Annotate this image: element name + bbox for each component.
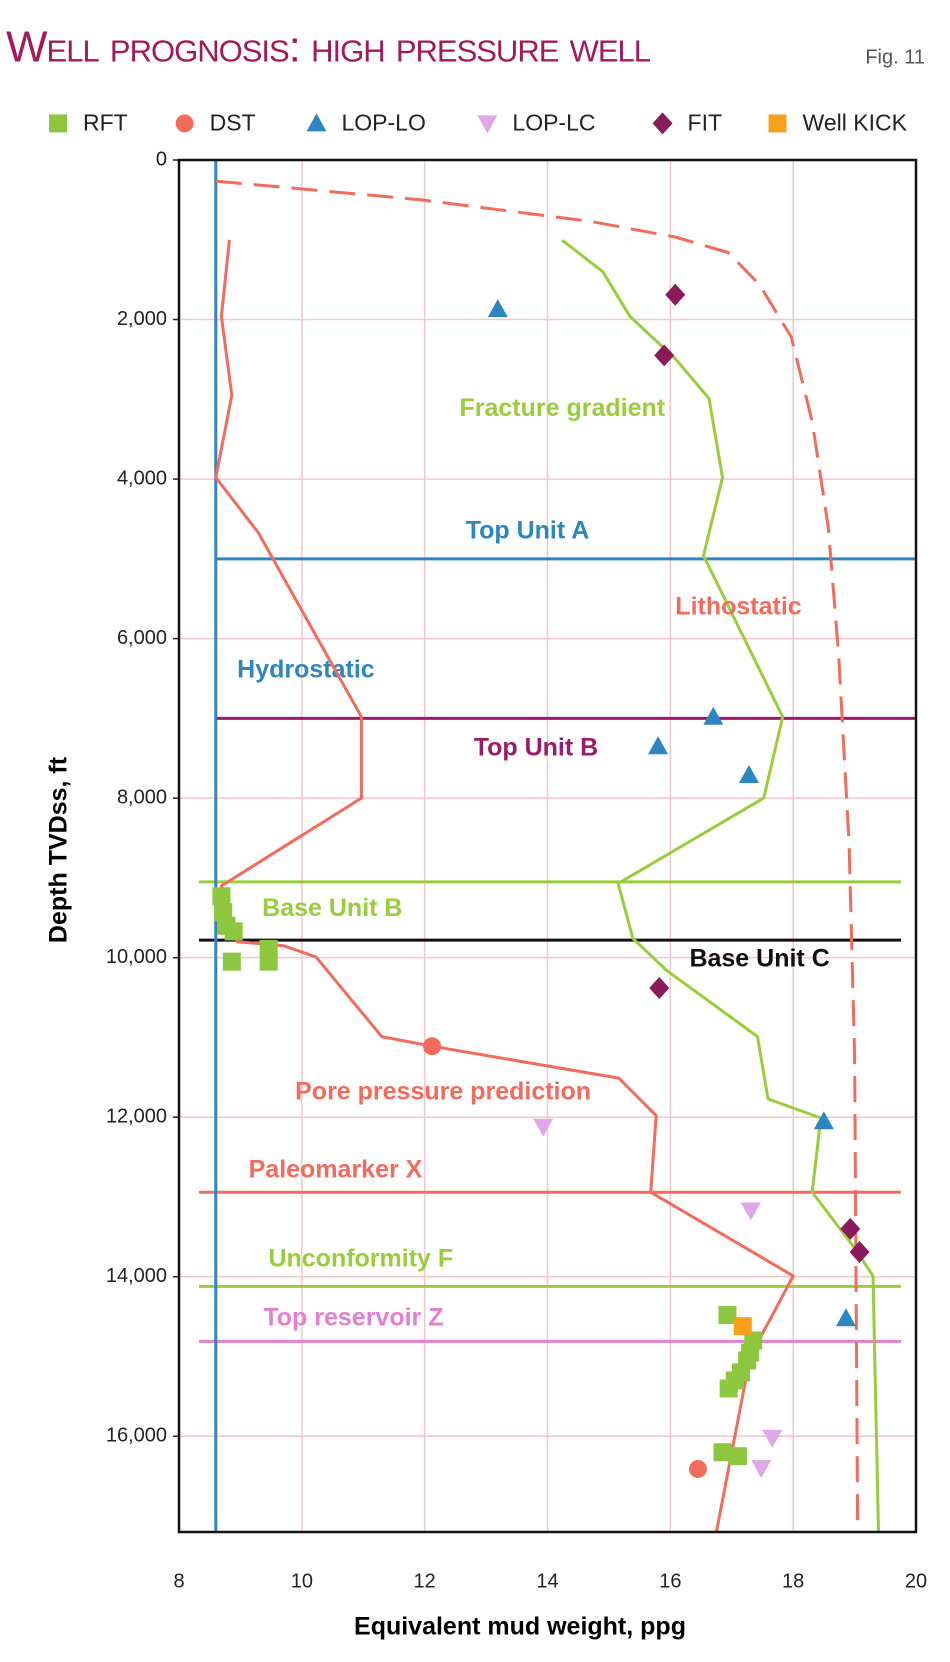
point	[665, 283, 686, 306]
point	[713, 1443, 732, 1462]
series-label: Lithostatic	[675, 592, 801, 620]
y-tick-label: 16,000	[106, 1425, 167, 1447]
y-tick-label: 10,000	[106, 946, 167, 968]
point	[648, 736, 669, 755]
x-tick-label: 12	[414, 1570, 436, 1592]
point	[649, 976, 670, 999]
marker-label: Top reservoir Z	[263, 1303, 443, 1331]
legend-swatch	[652, 112, 673, 135]
series-label: Hydrostatic	[237, 656, 375, 684]
chart-title: Well prognosis: high pressure well	[6, 23, 651, 72]
point	[654, 344, 675, 367]
y-tick-label: 8,000	[117, 786, 167, 808]
legend-label: Well KICK	[803, 110, 908, 136]
figure-label: Fig. 11	[865, 46, 925, 68]
y-tick-label: 2,000	[117, 308, 167, 330]
point	[719, 1379, 738, 1398]
point	[849, 1241, 870, 1264]
y-axis-title: Depth TVDss, ft	[45, 756, 73, 943]
legend-label: LOP-LC	[512, 110, 595, 136]
legend-label: RFT	[83, 110, 128, 136]
legend-item: LOP-LC	[477, 110, 596, 136]
point	[487, 299, 508, 318]
point	[738, 765, 759, 784]
legend-item: Well KICK	[768, 110, 908, 136]
legend-swatch	[477, 115, 498, 134]
marker-label: Top Unit B	[474, 734, 599, 762]
point	[423, 1037, 442, 1056]
marker-label: Unconformity F	[268, 1244, 453, 1272]
legend-swatch	[306, 113, 327, 132]
series-line	[215, 179, 860, 1533]
y-tick-label: 4,000	[117, 467, 167, 489]
point	[762, 1429, 783, 1448]
point	[718, 1306, 737, 1325]
point	[751, 1460, 772, 1479]
point	[740, 1202, 761, 1221]
point	[259, 952, 278, 971]
x-tick-label: 10	[291, 1570, 313, 1592]
point	[733, 1317, 752, 1336]
point	[222, 952, 241, 971]
marker-label: Base Unit B	[262, 894, 402, 922]
marker-label: Base Unit C	[689, 945, 829, 973]
point	[728, 1447, 747, 1466]
y-tick-label: 0	[156, 148, 167, 170]
y-tick-label: 12,000	[106, 1105, 167, 1127]
marker-label: Paleomarker X	[249, 1156, 423, 1184]
legend-label: FIT	[688, 110, 723, 136]
point	[212, 887, 231, 906]
legend-label: DST	[210, 110, 256, 136]
point	[835, 1308, 856, 1327]
series-line	[214, 239, 795, 1533]
legend-item: DST	[175, 110, 256, 136]
legend-item: LOP-LO	[306, 110, 426, 136]
x-axis-title: Equivalent mud weight, ppg	[354, 1613, 686, 1641]
y-tick-label: 14,000	[106, 1265, 167, 1287]
legend-swatch	[768, 114, 787, 133]
x-tick-label: 18	[782, 1570, 804, 1592]
x-tick-label: 16	[659, 1570, 681, 1592]
legend-swatch	[175, 114, 194, 133]
legend-item: RFT	[49, 110, 128, 136]
series-label: Fracture gradient	[460, 394, 666, 422]
point	[688, 1459, 707, 1478]
series-line	[561, 239, 880, 1533]
x-tick-label: 8	[173, 1570, 184, 1592]
point	[533, 1118, 554, 1137]
legend-item: FIT	[652, 110, 723, 136]
point	[703, 706, 724, 725]
point	[840, 1217, 861, 1240]
y-tick-label: 6,000	[117, 627, 167, 649]
x-tick-label: 14	[536, 1570, 558, 1592]
legend-swatch	[49, 114, 68, 133]
marker-label: Top Unit A	[466, 516, 590, 544]
series-label: Pore pressure prediction	[295, 1078, 591, 1106]
x-tick-label: 20	[905, 1570, 927, 1592]
point	[224, 922, 243, 941]
legend-label: LOP-LO	[342, 110, 426, 136]
point	[214, 903, 233, 922]
plot-frame	[177, 158, 918, 1534]
point	[813, 1111, 834, 1130]
